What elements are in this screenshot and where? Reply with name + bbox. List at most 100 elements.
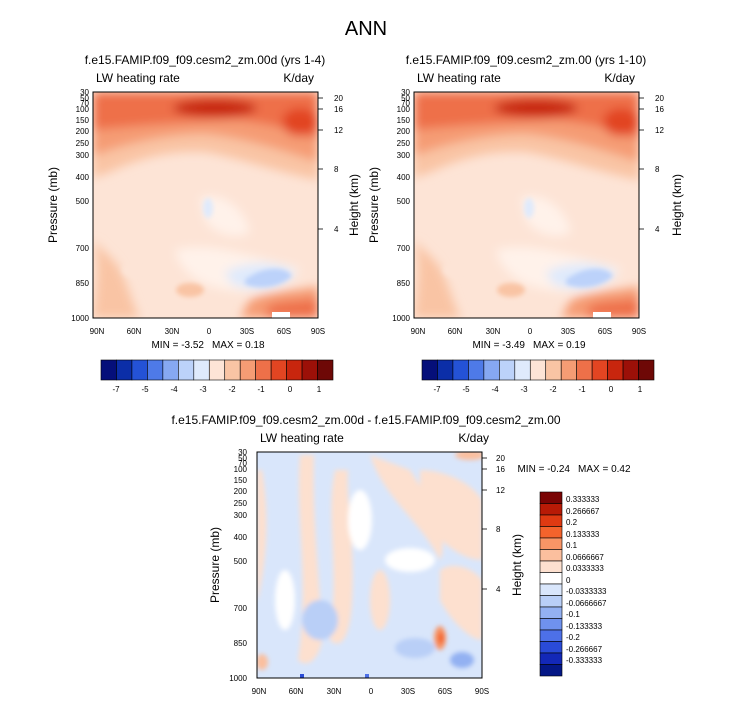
- panel-1-y2-axis: 20 16 12 8 4: [334, 94, 343, 234]
- panel-1-frame: [92, 91, 319, 319]
- panel-3-ytick-1000: 1000: [229, 674, 247, 683]
- panel-3: f.e15.FAMIP.f09_f09.cesm2_zm.00d - f.e15…: [171, 413, 631, 696]
- panel-3-ytick-850: 850: [234, 639, 248, 648]
- panel-2-y2tick-8: 8: [655, 165, 660, 174]
- panel-1-cb-label-m2: -2: [228, 385, 236, 394]
- panel-2-colorbar-cell-9: [560, 359, 577, 381]
- panel-2-min: MIN = -3.49: [472, 340, 525, 351]
- panel-1-y2tick-20: 20: [334, 94, 343, 103]
- panel-1-cb-label-m1: -1: [257, 385, 265, 394]
- panel-3-y2-axis: 20 16 12 8 4: [496, 454, 505, 594]
- panel-3-colorbar-cell-9: [539, 595, 563, 608]
- panel-2-xtick-60s: 60S: [598, 327, 612, 336]
- panel-1-ytick-500: 500: [76, 197, 90, 206]
- panel-3-y2tick-20: 20: [496, 454, 505, 463]
- panel-2-xtick-60n: 60N: [448, 327, 463, 336]
- panel-1-ytick-300: 300: [76, 151, 90, 160]
- panel-2-ytick-250: 250: [397, 139, 411, 148]
- panel-2-ytick-700: 700: [397, 244, 411, 253]
- panel-3-xtick-60n: 60N: [289, 687, 304, 696]
- panel-1-xtick-30n: 30N: [165, 327, 180, 336]
- panel-3-cb-label-12: -0.133333: [566, 622, 603, 631]
- panel-2-colorbar-cell-6: [514, 359, 531, 381]
- panel-3-ytick-500: 500: [234, 557, 248, 566]
- panel-2-ytick-200: 200: [397, 127, 411, 136]
- panel-3-colorbar: [539, 491, 563, 677]
- panel-2-cb-label-m7: -7: [433, 385, 441, 394]
- panel-1-ytick-30: 30: [80, 88, 89, 97]
- panel-2-colorbar-cell-12: [607, 359, 624, 381]
- panel-3-x-axis: 90N 60N 30N 0 30S 60S 90S: [252, 687, 489, 696]
- panel-2-cb-label-m5: -5: [462, 385, 470, 394]
- panel-3-frame: [256, 451, 483, 679]
- panel-3-cb-label-3: 0.2: [566, 518, 578, 527]
- panel-3-ytick-200: 200: [234, 487, 248, 496]
- panel-3-ytick-70: 70: [238, 459, 247, 468]
- panel-3-y2label: Height (km): [510, 534, 524, 596]
- panel-1-xtick-60s: 60S: [277, 327, 291, 336]
- panel-2-xtick-90s: 90S: [632, 327, 646, 336]
- panel-3-cb-label-11: -0.1: [566, 610, 580, 619]
- panel-2-ytick-500: 500: [397, 197, 411, 206]
- panel-2-colorbar-cell-8: [545, 359, 562, 381]
- panel-3-cb-label-1: 0.333333: [566, 495, 600, 504]
- panel-1-colorbar: [100, 359, 334, 381]
- panel-1-xtick-90s: 90S: [311, 327, 325, 336]
- panel-1-xtick-30s: 30S: [240, 327, 254, 336]
- panel-2-ylabel: Pressure (mb): [367, 167, 381, 243]
- panel-2-title: f.e15.FAMIP.f09_f09.cesm2_zm.00 (yrs 1-1…: [406, 53, 647, 67]
- panel-3-cb-label-6: 0.0666667: [566, 553, 604, 562]
- panel-3-colorbar-cell-13: [539, 641, 563, 654]
- panel-3-ytick-50: 50: [238, 454, 247, 463]
- panel-3-ytick-250: 250: [234, 499, 248, 508]
- panel-3-title: f.e15.FAMIP.f09_f09.cesm2_zm.00d - f.e15…: [171, 413, 560, 427]
- panel-2-cb-label-m3: -3: [520, 385, 528, 394]
- panel-3-colorbar-cell-7: [539, 572, 563, 585]
- panel-3-ytick-700: 700: [234, 604, 248, 613]
- panel-3-colorbar-cell-14: [539, 652, 563, 665]
- panel-1-colorbar-cell-8: [224, 359, 241, 381]
- panel-1-cb-label-1: 1: [317, 385, 322, 394]
- panel-1-colorbar-cell-3: [147, 359, 164, 381]
- panel-2-ytick-850: 850: [397, 279, 411, 288]
- panel-1-ytick-150: 150: [76, 116, 90, 125]
- panel-2-xtick-0: 0: [528, 327, 533, 336]
- panel-2-colorbar-cell-7: [529, 359, 547, 381]
- panel-1-ytick-70: 70: [80, 99, 89, 108]
- panel-2-y2label: Height (km): [670, 174, 684, 236]
- panel-2-colorbar-cell-5: [499, 359, 516, 381]
- panel-3-cb-label-13: -0.2: [566, 633, 580, 642]
- panel-1-ytick-200: 200: [76, 127, 90, 136]
- panel-3-ylabel: Pressure (mb): [208, 527, 222, 603]
- panel-1-colorbar-cell-7: [208, 359, 226, 381]
- panel-3-colorbar-labels: 0.333333 0.266667 0.2 0.133333 0.1 0.066…: [566, 495, 607, 665]
- panel-1-colorbar-cell-4: [162, 359, 179, 381]
- panel-2-cb-label-m1: -1: [578, 385, 586, 394]
- panel-3-colorbar-cell-0: [539, 491, 563, 504]
- panel-3-y2tick-12: 12: [496, 486, 505, 495]
- panel-1-colorbar-cell-6: [193, 359, 210, 381]
- panel-2-max: MAX = 0.19: [533, 340, 586, 351]
- panel-2-y2tick-12: 12: [655, 126, 664, 135]
- panel-3-xtick-90n: 90N: [252, 687, 267, 696]
- panel-2-colorbar-cell-1: [437, 359, 454, 381]
- panel-1-colorbar-labels: -7 -5 -4 -3 -2 -1 0 1: [112, 385, 321, 394]
- panel-1-colorbar-cell-12: [286, 359, 303, 381]
- panel-2-frame: [413, 91, 640, 319]
- panel-1-xtick-90n: 90N: [90, 327, 105, 336]
- panel-1-cb-label-m7: -7: [112, 385, 120, 394]
- panel-2-colorbar-labels: -7 -5 -4 -3 -2 -1 0 1: [433, 385, 642, 394]
- panel-3-cb-label-15: -0.333333: [566, 656, 603, 665]
- panel-2-xtick-30s: 30S: [561, 327, 575, 336]
- panel-3-ytick-100: 100: [234, 465, 248, 474]
- panel-1-colorbar-cell-13: [301, 359, 318, 381]
- panel-1-y2tick-16: 16: [334, 105, 343, 114]
- panel-2-ytick-70: 70: [401, 99, 410, 108]
- panel-3-ytick-30: 30: [238, 448, 247, 457]
- panel-3-y-axis: 30 50 70 100 150 200 250 300 400 500 700…: [229, 448, 247, 683]
- panel-1-min: MIN = -3.52: [151, 340, 204, 351]
- panel-2-cb-label-1: 1: [638, 385, 643, 394]
- panel-2-colorbar-cell-2: [452, 359, 469, 381]
- panel-3-variable-label: LW heating rate: [260, 431, 344, 445]
- panel-3-colorbar-cell-8: [539, 583, 563, 596]
